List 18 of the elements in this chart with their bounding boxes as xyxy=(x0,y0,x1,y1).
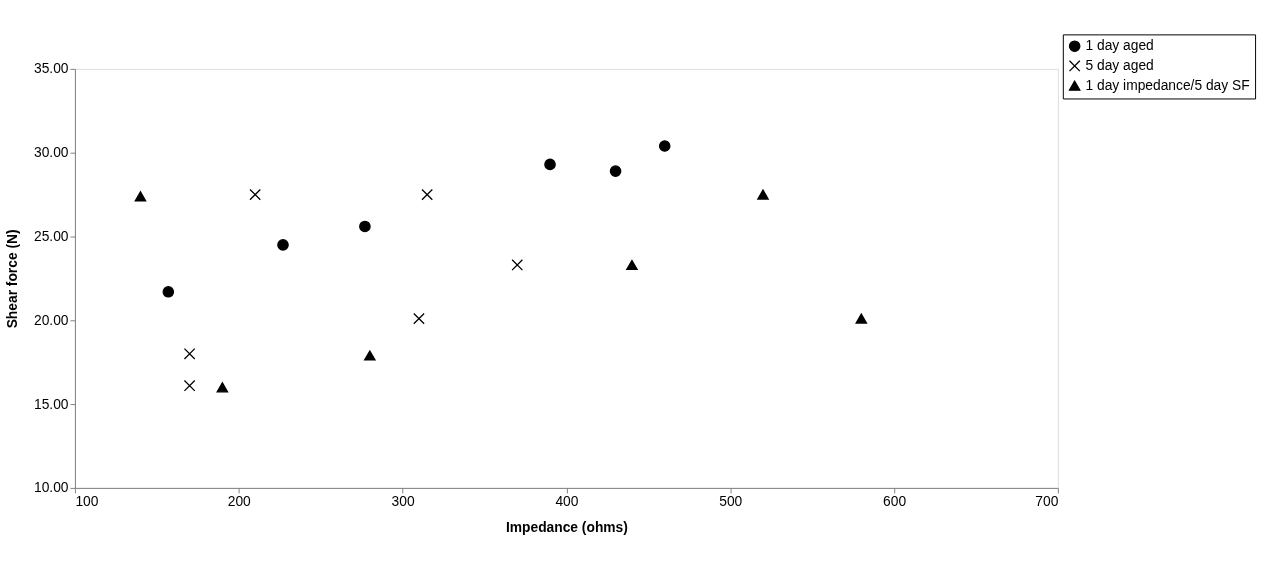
x-tick-label: 100 xyxy=(75,494,99,510)
y-tick-label: 10.00 xyxy=(33,480,69,496)
x-tick-label: 400 xyxy=(555,494,579,510)
x-tick-label: 700 xyxy=(1035,494,1059,510)
y-tick-label: 30.00 xyxy=(33,145,69,161)
x-tick-label: 500 xyxy=(719,494,743,510)
y-tick-label: 25.00 xyxy=(33,228,69,244)
legend-label: 5 day aged xyxy=(1085,57,1154,73)
y-tick-label: 20.00 xyxy=(33,312,69,328)
legend-label: 1 day impedance/5 day SF xyxy=(1085,77,1250,93)
x-axis-title: Impedance (ohms) xyxy=(505,519,628,535)
y-axis-title: Shear force (N) xyxy=(5,229,21,329)
x-tick-label: 200 xyxy=(227,494,252,510)
legend-label: 1 day aged xyxy=(1085,38,1154,54)
x-tick-label: 600 xyxy=(883,494,907,510)
y-tick-label: 35.00 xyxy=(33,61,69,77)
x-tick-label: 300 xyxy=(391,494,415,510)
y-tick-label: 15.00 xyxy=(33,396,69,412)
